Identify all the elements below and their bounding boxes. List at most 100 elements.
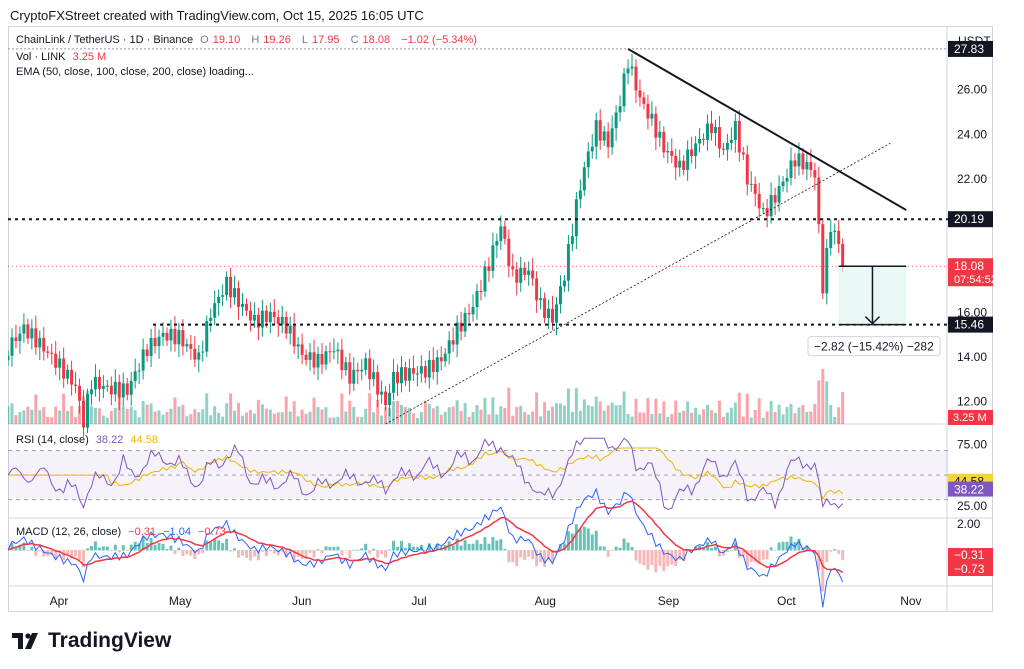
volume-bar [101,415,105,424]
macd-histogram-bar [137,543,141,551]
volume-bar [555,403,558,424]
rsi-ma-line [8,447,844,501]
low-label: L [301,34,308,46]
macd-histogram-bar [503,548,507,551]
macd-histogram-bar [221,543,225,551]
candle-body [670,151,674,156]
macd-histogram-bar [570,533,574,551]
volume-bar [221,416,225,424]
macd-histogram-bar [244,550,248,558]
macd-histogram-bar [463,540,467,551]
macd-histogram-bar [109,550,113,551]
volume-bar [276,412,280,424]
macd-histogram-bar [467,544,471,551]
volume-bar [403,407,407,424]
high-value: 19.26 [263,34,291,46]
volume-bar [201,409,205,424]
candle-body [244,303,248,311]
candle-body [221,295,225,297]
candle-body [161,332,165,337]
volume-bar [813,403,817,424]
candle-body [165,332,169,341]
price-label-box [948,211,993,228]
macd-histogram-bar [741,550,745,557]
price-label: 15.46 [954,318,984,332]
candle-body [388,392,392,406]
candle-body [801,153,805,170]
volume-bar [598,401,602,424]
candle-body [153,338,157,347]
macd-histogram-bar [233,548,237,551]
candle-body [70,369,74,385]
volume-bar [785,407,789,424]
price-chart[interactable]: USDT12.0014.0016.0022.0024.0026.00−2.82 … [8,26,993,612]
rsi-line [8,437,844,511]
volume-bar [602,410,606,424]
macd-histogram-bar [829,550,833,552]
volume-bar [833,416,837,424]
macd-histogram-bar [582,526,586,551]
candle-body [10,337,14,356]
descending-trendline [627,48,907,211]
macd-histogram-bar [841,550,845,561]
volume-bar [113,407,117,424]
volume-bar [578,410,582,424]
volume-axis-label: 3.25 M [953,412,987,424]
volume-bar [658,413,662,424]
price-tick-label: 22.00 [957,172,987,186]
macd-histogram-bar [821,550,825,592]
volume-bar [475,405,479,424]
volume-bar [356,416,360,424]
candle-body [213,303,217,318]
macd-histogram-bar [729,549,733,551]
volume-bar [710,410,713,424]
volume-bar [622,391,626,424]
price-label: 18.08 [954,259,984,273]
volume-bar [18,412,22,424]
volume-bar [149,403,153,424]
candle-body [276,317,280,325]
candle-body [662,131,666,153]
candle-body [793,160,797,167]
candle-body [817,177,821,225]
macd-histogram-bar [765,550,769,560]
volume-bar [773,411,777,424]
volume-bar [153,411,157,424]
candle-body [419,366,423,374]
macd-histogram-bar [54,550,58,560]
volume-bar [419,412,423,424]
volume-bar [721,417,725,424]
candle-body [280,316,284,325]
measure-label-box [807,336,941,357]
candle-body [483,266,487,292]
candle-body [749,183,753,185]
macd-histogram-bar [674,550,678,567]
volume-bar [682,410,686,424]
candle-body [396,371,399,384]
price-tick-label: 14.00 [957,350,987,364]
volume-bar [26,406,30,424]
macd-histogram-bar [348,550,352,559]
volume-bar [539,416,543,424]
countdown-label: 07:54:52 [954,274,993,286]
macd-histogram-bar [415,547,419,551]
volume-bar [733,402,737,424]
macd-histogram-bar [260,550,264,552]
macd-histogram-bar [539,550,543,563]
volume-bar [614,405,618,424]
rsi-legend: RSI (14, close) 38.22 44.58 [16,434,162,446]
volume-bar [109,410,113,424]
candle-body [201,351,205,353]
candle-body [733,120,737,140]
macd-histogram-bar [694,546,698,551]
macd-histogram-bar [555,550,558,553]
candle-body [686,149,690,170]
macd-histogram-bar [38,550,42,552]
macd-histogram-bar [368,550,372,554]
volume-bar [121,406,125,424]
macd-histogram-bar [618,547,622,551]
candle-body [26,324,30,339]
volume-bar [352,406,356,424]
volume-bar [618,405,622,424]
volume-bar [50,417,54,424]
